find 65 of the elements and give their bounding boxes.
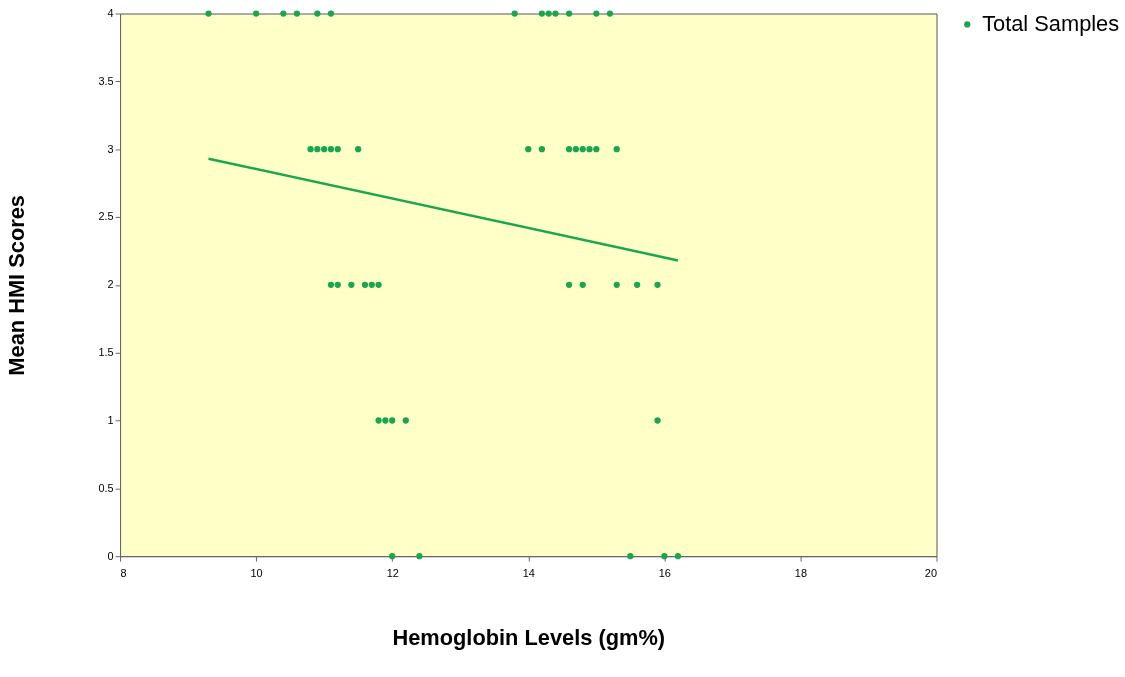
point bbox=[314, 146, 321, 153]
point bbox=[613, 146, 620, 153]
point bbox=[327, 281, 335, 288]
point bbox=[654, 281, 661, 288]
point bbox=[552, 10, 559, 17]
point bbox=[586, 146, 593, 153]
point bbox=[355, 146, 362, 153]
point bbox=[314, 10, 321, 17]
point bbox=[348, 281, 355, 288]
y-tick-label: 1 bbox=[107, 413, 114, 426]
point bbox=[654, 417, 661, 424]
point bbox=[280, 10, 287, 17]
y-tick-label: 2 bbox=[107, 278, 114, 291]
y-tick-label: 2.5 bbox=[98, 210, 114, 223]
point bbox=[565, 281, 573, 288]
point bbox=[327, 10, 335, 17]
point bbox=[606, 10, 614, 17]
point bbox=[361, 281, 369, 288]
point bbox=[579, 281, 586, 288]
point bbox=[382, 417, 389, 424]
point bbox=[307, 146, 314, 153]
point bbox=[334, 281, 341, 288]
point bbox=[674, 553, 682, 560]
point bbox=[389, 417, 396, 424]
x-tick-label: 20 bbox=[924, 566, 937, 579]
x-tick-label: 14 bbox=[522, 566, 535, 579]
y-tick-label: 3.5 bbox=[98, 74, 114, 87]
point bbox=[321, 146, 328, 153]
point bbox=[511, 10, 518, 17]
point bbox=[416, 553, 423, 560]
point bbox=[334, 146, 341, 153]
x-tick-label: 8 bbox=[120, 566, 127, 579]
x-tick-label: 18 bbox=[794, 566, 807, 579]
point bbox=[579, 146, 586, 153]
y-tick-label: 4 bbox=[107, 6, 114, 19]
x-tick-label: 16 bbox=[658, 566, 671, 579]
point bbox=[205, 10, 212, 17]
y-tick-label: 0.5 bbox=[98, 481, 114, 494]
y-axis-title: Mean HMI Scores bbox=[4, 195, 30, 376]
point bbox=[368, 281, 375, 288]
x-axis-title: Hemoglobin Levels (gm%) bbox=[392, 624, 666, 650]
point bbox=[402, 417, 409, 424]
y-tick-label: 3 bbox=[107, 142, 114, 155]
y-tick-label: 1.5 bbox=[98, 346, 114, 359]
point bbox=[375, 281, 382, 288]
point bbox=[572, 146, 580, 153]
point bbox=[538, 146, 546, 153]
point bbox=[327, 146, 335, 153]
point bbox=[525, 146, 532, 153]
point bbox=[565, 146, 573, 153]
point bbox=[538, 10, 546, 17]
point bbox=[627, 553, 634, 560]
x-tick-label: 12 bbox=[386, 566, 399, 579]
point bbox=[634, 281, 641, 288]
legend-label: Total Samples bbox=[982, 11, 1120, 37]
point bbox=[375, 417, 382, 424]
point bbox=[593, 10, 600, 17]
y-tick-label: 0 bbox=[107, 549, 114, 562]
point bbox=[613, 281, 620, 288]
point bbox=[593, 146, 600, 153]
point bbox=[252, 10, 260, 17]
point bbox=[565, 10, 573, 17]
x-tick-label: 10 bbox=[250, 566, 263, 579]
point bbox=[293, 10, 301, 17]
point bbox=[545, 10, 552, 17]
